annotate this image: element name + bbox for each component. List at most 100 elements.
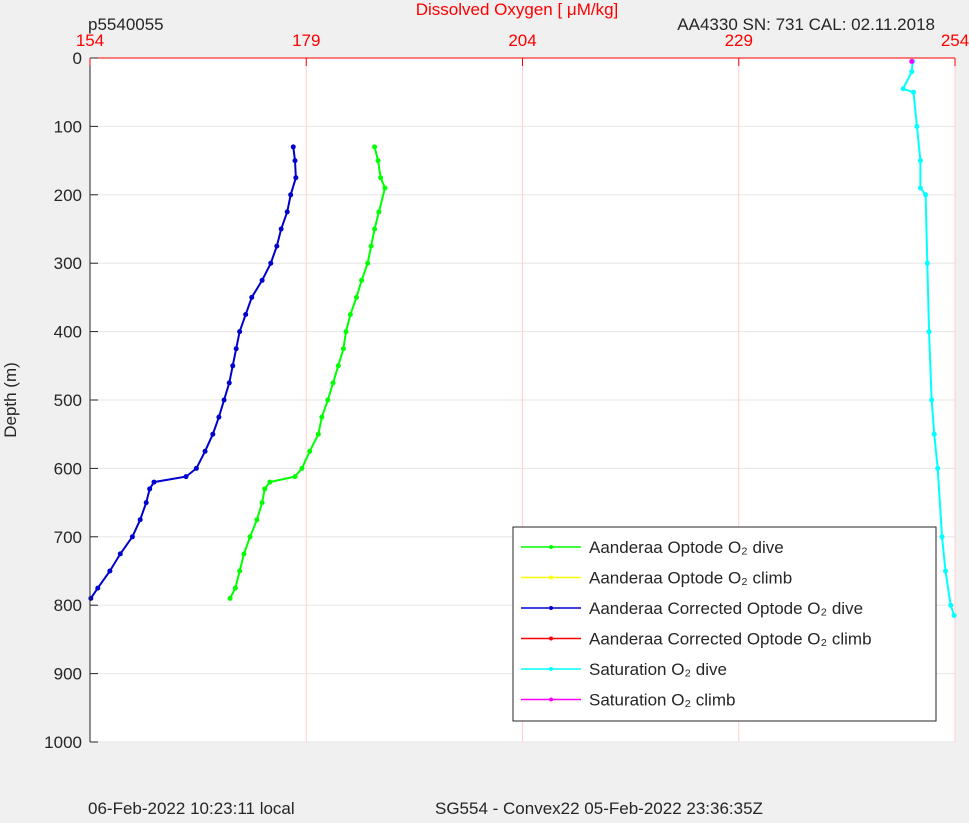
data-point <box>900 86 906 92</box>
data-point <box>924 260 930 266</box>
data-point <box>216 414 222 420</box>
data-point <box>909 69 915 75</box>
data-point <box>237 568 243 574</box>
legend-marker <box>549 606 553 610</box>
data-point <box>376 209 382 215</box>
x-tick-label: 154 <box>76 31 104 50</box>
data-point <box>299 465 305 471</box>
data-point <box>247 534 253 540</box>
data-point <box>909 58 915 64</box>
data-point <box>378 175 384 181</box>
legend-marker <box>549 697 553 702</box>
y-tick-label: 900 <box>54 665 82 684</box>
legend: Aanderaa Optode O₂ dive Aanderaa Optode O… <box>512 526 937 722</box>
data-point <box>259 277 265 283</box>
data-point <box>117 551 123 557</box>
legend-label: Aanderaa Corrected Optode O₂ climb <box>589 630 872 649</box>
data-point <box>193 465 199 471</box>
footer-right: SG554 - Convex22 05-Feb-2022 23:36:35Z <box>435 799 763 818</box>
data-point <box>319 414 325 420</box>
data-point <box>254 517 260 523</box>
legend-label: Aanderaa Corrected Optode O₂ dive <box>589 599 863 618</box>
data-point <box>290 144 296 150</box>
data-point <box>262 486 268 492</box>
data-point <box>241 551 247 557</box>
data-point <box>923 192 929 198</box>
data-point <box>948 602 954 608</box>
chart-title: Dissolved Oxygen [ μM/kg] <box>416 0 619 19</box>
data-point <box>268 260 274 266</box>
data-point <box>910 89 916 95</box>
data-point <box>359 277 365 283</box>
y-tick-label: 600 <box>54 459 82 478</box>
data-point <box>914 123 920 129</box>
data-point <box>230 363 236 369</box>
data-point <box>233 346 239 352</box>
data-point <box>939 534 945 540</box>
data-point <box>375 158 381 164</box>
data-point <box>365 260 371 266</box>
series-line <box>229 146 387 599</box>
data-point <box>129 534 135 540</box>
y-tick-label: 0 <box>73 49 82 68</box>
legend-marker <box>549 636 553 641</box>
data-point <box>95 585 101 591</box>
data-point <box>335 363 341 369</box>
data-point <box>143 500 149 506</box>
data-point <box>292 474 298 480</box>
data-point <box>935 465 941 471</box>
data-point <box>147 486 153 492</box>
data-point <box>221 397 227 403</box>
data-point <box>931 431 937 437</box>
data-point <box>340 346 346 352</box>
data-point <box>315 431 321 437</box>
data-point <box>353 294 359 300</box>
data-point <box>347 312 353 317</box>
data-point <box>227 595 233 601</box>
legend-marker <box>549 545 553 549</box>
legend-marker <box>549 667 553 671</box>
data-point <box>183 474 189 480</box>
data-point <box>325 397 331 403</box>
x-tick-label: 229 <box>725 31 753 50</box>
data-point <box>278 226 284 232</box>
x-tick-label: 254 <box>941 31 969 50</box>
data-point <box>372 144 378 150</box>
data-point <box>382 185 388 191</box>
data-point <box>232 585 238 591</box>
legend-label: Aanderaa Optode O₂ dive <box>589 538 784 557</box>
data-point <box>343 329 349 335</box>
data-point <box>107 568 113 574</box>
data-point <box>237 329 243 335</box>
data-point <box>929 397 935 403</box>
data-point <box>259 500 265 506</box>
data-point <box>210 431 216 437</box>
data-point <box>292 158 298 164</box>
x-tick-label: 204 <box>508 31 536 50</box>
data-point <box>274 243 280 249</box>
y-tick-label: 500 <box>54 391 82 410</box>
legend-label: Saturation O₂ dive <box>589 660 727 679</box>
x-tick-label: 179 <box>292 31 320 50</box>
data-point <box>307 448 313 454</box>
data-point <box>226 380 232 386</box>
data-point <box>137 517 143 523</box>
y-tick-label: 300 <box>54 254 82 273</box>
y-tick-label: 1000 <box>44 733 82 752</box>
data-point <box>288 192 294 198</box>
legend-marker <box>549 575 553 580</box>
top-right-text: AA4330 SN: 731 CAL: 02.11.2018 <box>677 15 935 34</box>
data-point <box>368 243 374 249</box>
data-point <box>293 175 299 181</box>
data-point <box>951 612 957 618</box>
data-point <box>917 158 923 164</box>
plot <box>88 58 957 618</box>
legend-box <box>512 526 937 722</box>
top-left-text: p5540055 <box>88 15 164 34</box>
data-point <box>249 294 255 300</box>
data-point <box>284 209 290 215</box>
data-point <box>88 595 94 601</box>
legend-label: Saturation O₂ climb <box>589 691 735 710</box>
data-point <box>151 479 157 485</box>
